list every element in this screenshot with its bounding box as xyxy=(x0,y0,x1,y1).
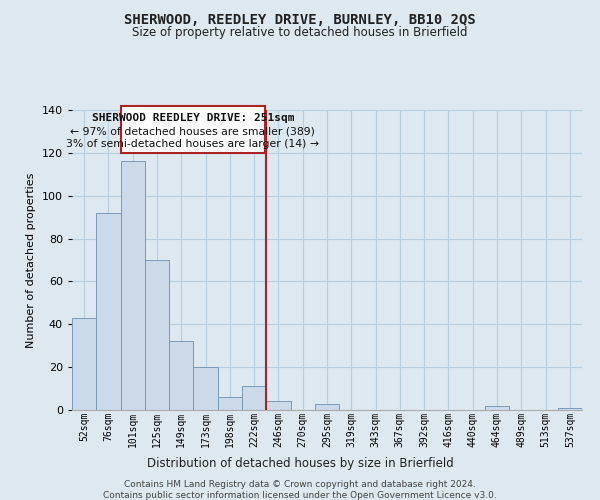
Text: 3% of semi-detached houses are larger (14) →: 3% of semi-detached houses are larger (1… xyxy=(67,139,319,149)
Bar xyxy=(242,386,266,410)
Text: Contains public sector information licensed under the Open Government Licence v3: Contains public sector information licen… xyxy=(103,491,497,500)
Bar xyxy=(72,318,96,410)
Text: Contains HM Land Registry data © Crown copyright and database right 2024.: Contains HM Land Registry data © Crown c… xyxy=(124,480,476,489)
Text: SHERWOOD REEDLEY DRIVE: 251sqm: SHERWOOD REEDLEY DRIVE: 251sqm xyxy=(92,113,294,123)
Text: SHERWOOD, REEDLEY DRIVE, BURNLEY, BB10 2QS: SHERWOOD, REEDLEY DRIVE, BURNLEY, BB10 2… xyxy=(124,12,476,26)
Bar xyxy=(169,342,193,410)
Bar xyxy=(145,260,169,410)
Text: ← 97% of detached houses are smaller (389): ← 97% of detached houses are smaller (38… xyxy=(70,126,315,136)
Bar xyxy=(96,213,121,410)
Bar xyxy=(193,367,218,410)
Bar xyxy=(558,408,582,410)
Bar xyxy=(485,406,509,410)
Y-axis label: Number of detached properties: Number of detached properties xyxy=(26,172,36,348)
Bar xyxy=(218,397,242,410)
Text: Size of property relative to detached houses in Brierfield: Size of property relative to detached ho… xyxy=(132,26,468,39)
Text: Distribution of detached houses by size in Brierfield: Distribution of detached houses by size … xyxy=(146,458,454,470)
Bar xyxy=(121,162,145,410)
Bar xyxy=(266,402,290,410)
Bar xyxy=(315,404,339,410)
Bar xyxy=(121,106,265,153)
